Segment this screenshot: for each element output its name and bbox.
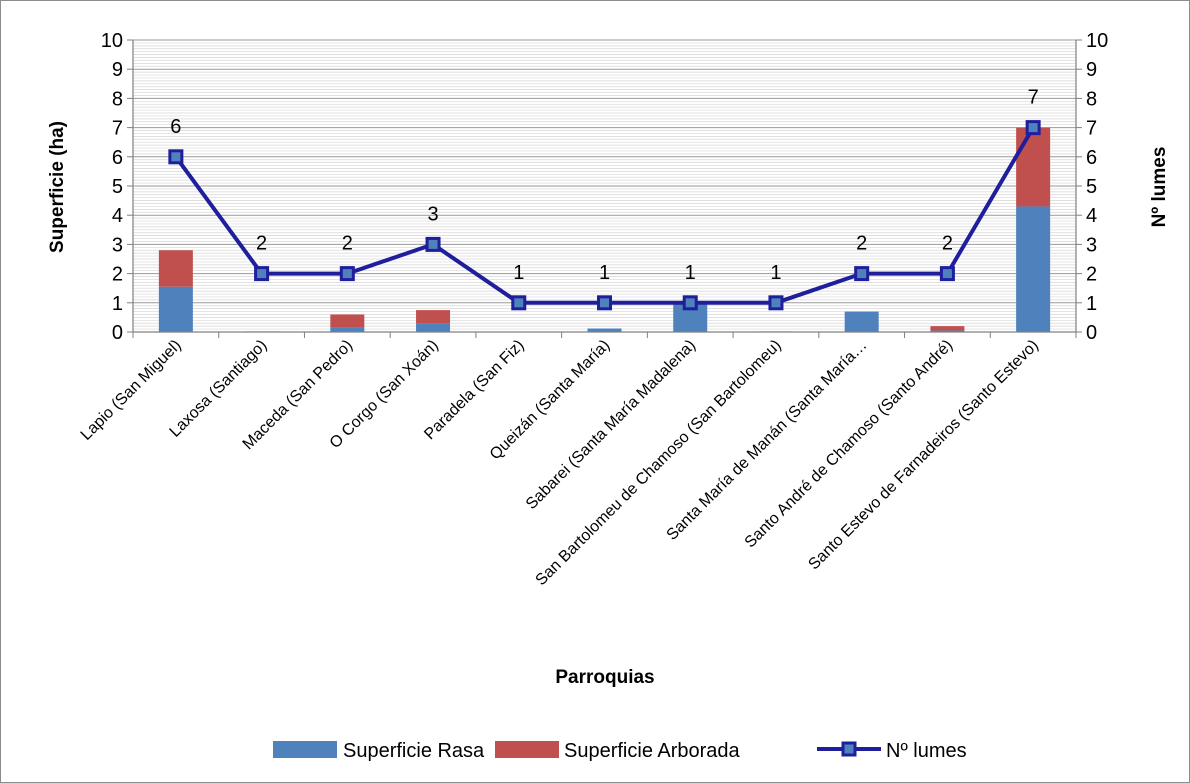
bar-superficie-rasa [1016,206,1051,332]
legend-label-n-lumes: Nº lumes [886,740,967,762]
marker-n-lumes [1025,120,1041,136]
x-axis-title: Parroquias [555,667,654,688]
y2-tick-label: 2 [1086,264,1097,286]
y2-tick-label: 1 [1086,293,1097,315]
y2-tick-label: 5 [1086,176,1097,198]
y2-tick-label: 0 [1086,322,1097,344]
data-label-n-lumes: 1 [770,262,781,284]
bar-superficie-rasa [587,328,622,332]
marker-n-lumes [511,295,527,311]
gridlines [133,39,1076,330]
bar-superficie-arborada [330,314,365,328]
legend: Superficie Rasa Superficie Arborada Nº l… [273,740,967,762]
bars [158,127,1051,332]
marker-n-lumes [425,236,441,252]
y-tick-label: 9 [112,59,123,81]
marker-n-lumes [768,295,784,311]
y-tick-label: 2 [112,264,123,286]
category-labels: Lapio (San Miguel)Laxosa (Santiago)Maced… [78,337,1042,589]
axes: 0 1 2 3 4 5 6 7 8 9 10 0 1 2 3 4 5 6 7 8 9 10 [101,30,1109,344]
y2-tick-label: 10 [1086,30,1108,52]
y2-tick-label: 4 [1086,205,1097,227]
data-label-n-lumes: 6 [170,116,181,138]
bar-superficie-arborada [930,326,965,331]
data-label-n-lumes: 3 [427,203,438,225]
data-label-n-lumes: 2 [942,233,953,255]
bar-superficie-rasa [844,311,879,332]
y-tick-label: 5 [112,176,123,198]
legend-label-superficie-rasa: Superficie Rasa [343,740,485,762]
y-tick-label: 7 [112,118,123,140]
data-label-n-lumes: 1 [685,262,696,284]
y-tick-label: 1 [112,293,123,315]
marker-n-lumes [254,266,270,282]
bar-superficie-rasa [330,327,365,332]
bar-superficie-rasa [930,330,965,332]
bar-superficie-arborada [1016,127,1051,207]
legend-marker-n-lumes [841,741,857,757]
data-labels: 6 2 2 3 1 1 1 1 2 2 7 [170,87,1038,284]
bar-superficie-rasa [416,323,451,332]
y2-tick-label: 6 [1086,147,1097,169]
data-label-n-lumes: 2 [856,233,867,255]
y-tick-label: 10 [101,30,123,52]
y-tick-label: 3 [112,234,123,256]
y2-tick-label: 8 [1086,88,1097,110]
marker-n-lumes [597,295,612,311]
bar-superficie-rasa [158,286,193,332]
y-tick-label: 6 [112,147,123,169]
y-tick-label: 8 [112,88,123,110]
y-axis-title: Superficie (ha) [47,121,68,253]
bar-superficie-arborada [158,250,193,287]
y-tick-label: 4 [112,205,123,227]
legend-swatch-superficie-rasa [273,741,337,758]
data-label-n-lumes: 1 [513,262,524,284]
data-label-n-lumes: 1 [599,262,610,284]
bar-superficie-arborada [416,310,451,324]
data-label-n-lumes: 2 [256,233,267,255]
y2-axis-title: Nº lumes [1149,147,1170,228]
legend-swatch-superficie-arborada [495,741,559,758]
marker-n-lumes [682,295,698,311]
legend-label-superficie-arborada: Superficie Arborada [564,740,741,762]
y2-tick-label: 7 [1086,118,1097,140]
y-tick-label: 0 [112,322,123,344]
marker-n-lumes [939,266,955,282]
category-label: Sabarei (Santa María Madalena) [523,337,699,513]
marker-n-lumes [339,266,355,282]
marker-n-lumes [854,266,870,282]
data-label-n-lumes: 2 [342,233,353,255]
data-label-n-lumes: 7 [1028,87,1039,109]
y2-tick-label: 9 [1086,59,1097,81]
y2-tick-label: 3 [1086,234,1097,256]
line-series [168,120,1041,311]
marker-n-lumes [168,149,184,165]
